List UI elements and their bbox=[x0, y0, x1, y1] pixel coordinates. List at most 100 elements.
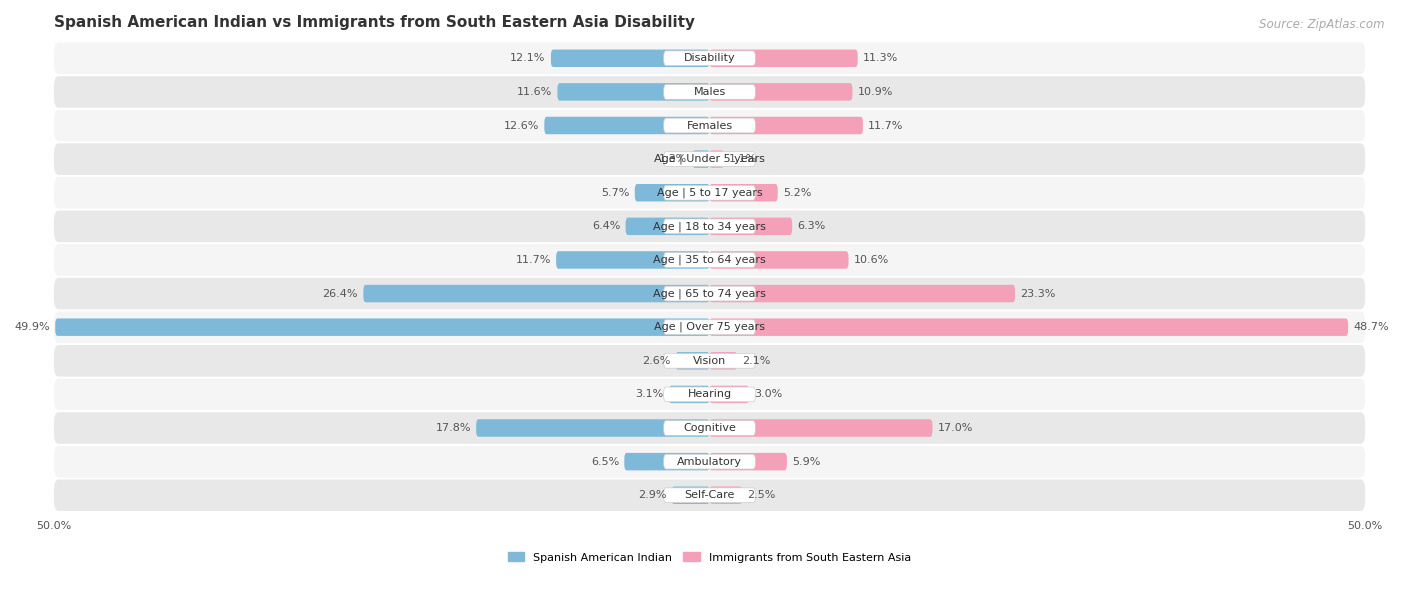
FancyBboxPatch shape bbox=[664, 286, 755, 301]
FancyBboxPatch shape bbox=[710, 151, 724, 168]
Text: 2.1%: 2.1% bbox=[742, 356, 770, 366]
Text: Males: Males bbox=[693, 87, 725, 97]
Text: Vision: Vision bbox=[693, 356, 725, 366]
Text: 2.5%: 2.5% bbox=[748, 490, 776, 500]
FancyBboxPatch shape bbox=[710, 218, 792, 235]
Text: Source: ZipAtlas.com: Source: ZipAtlas.com bbox=[1260, 18, 1385, 31]
Text: 26.4%: 26.4% bbox=[322, 289, 359, 299]
FancyBboxPatch shape bbox=[664, 84, 755, 99]
Text: Age | Over 75 years: Age | Over 75 years bbox=[654, 322, 765, 332]
FancyBboxPatch shape bbox=[53, 278, 1365, 309]
Text: 48.7%: 48.7% bbox=[1354, 322, 1389, 332]
FancyBboxPatch shape bbox=[55, 318, 710, 336]
FancyBboxPatch shape bbox=[664, 488, 755, 502]
Text: 5.9%: 5.9% bbox=[792, 457, 821, 466]
FancyBboxPatch shape bbox=[672, 487, 710, 504]
FancyBboxPatch shape bbox=[693, 151, 710, 168]
FancyBboxPatch shape bbox=[53, 110, 1365, 141]
FancyBboxPatch shape bbox=[664, 320, 755, 335]
Text: 12.1%: 12.1% bbox=[510, 53, 546, 63]
Text: Age | Under 5 years: Age | Under 5 years bbox=[654, 154, 765, 165]
Text: Females: Females bbox=[686, 121, 733, 130]
FancyBboxPatch shape bbox=[710, 453, 787, 471]
Text: 2.6%: 2.6% bbox=[641, 356, 671, 366]
FancyBboxPatch shape bbox=[710, 117, 863, 134]
Text: Hearing: Hearing bbox=[688, 389, 731, 400]
FancyBboxPatch shape bbox=[53, 177, 1365, 209]
FancyBboxPatch shape bbox=[53, 244, 1365, 276]
FancyBboxPatch shape bbox=[53, 345, 1365, 376]
FancyBboxPatch shape bbox=[626, 218, 710, 235]
FancyBboxPatch shape bbox=[624, 453, 710, 471]
FancyBboxPatch shape bbox=[675, 352, 710, 370]
FancyBboxPatch shape bbox=[710, 251, 849, 269]
Text: Age | 18 to 34 years: Age | 18 to 34 years bbox=[654, 221, 766, 231]
Text: 6.4%: 6.4% bbox=[592, 222, 620, 231]
FancyBboxPatch shape bbox=[664, 454, 755, 469]
Text: Cognitive: Cognitive bbox=[683, 423, 735, 433]
Text: Age | 5 to 17 years: Age | 5 to 17 years bbox=[657, 187, 762, 198]
Text: 49.9%: 49.9% bbox=[14, 322, 51, 332]
Text: 5.2%: 5.2% bbox=[783, 188, 811, 198]
FancyBboxPatch shape bbox=[710, 386, 749, 403]
FancyBboxPatch shape bbox=[710, 487, 742, 504]
Text: Age | 35 to 64 years: Age | 35 to 64 years bbox=[654, 255, 766, 265]
Legend: Spanish American Indian, Immigrants from South Eastern Asia: Spanish American Indian, Immigrants from… bbox=[503, 548, 915, 567]
Text: Self-Care: Self-Care bbox=[685, 490, 735, 500]
FancyBboxPatch shape bbox=[669, 386, 710, 403]
FancyBboxPatch shape bbox=[664, 219, 755, 234]
FancyBboxPatch shape bbox=[53, 76, 1365, 108]
Text: 2.9%: 2.9% bbox=[638, 490, 666, 500]
FancyBboxPatch shape bbox=[53, 446, 1365, 477]
FancyBboxPatch shape bbox=[664, 118, 755, 133]
FancyBboxPatch shape bbox=[664, 420, 755, 435]
FancyBboxPatch shape bbox=[477, 419, 710, 437]
FancyBboxPatch shape bbox=[664, 152, 755, 166]
Text: 17.0%: 17.0% bbox=[938, 423, 973, 433]
FancyBboxPatch shape bbox=[557, 251, 710, 269]
FancyBboxPatch shape bbox=[664, 253, 755, 267]
FancyBboxPatch shape bbox=[53, 412, 1365, 444]
Text: 6.5%: 6.5% bbox=[591, 457, 619, 466]
Text: 11.6%: 11.6% bbox=[517, 87, 553, 97]
Text: 5.7%: 5.7% bbox=[602, 188, 630, 198]
FancyBboxPatch shape bbox=[664, 353, 755, 368]
Text: 12.6%: 12.6% bbox=[503, 121, 538, 130]
Text: 10.9%: 10.9% bbox=[858, 87, 893, 97]
Text: 1.1%: 1.1% bbox=[730, 154, 758, 164]
FancyBboxPatch shape bbox=[710, 318, 1348, 336]
FancyBboxPatch shape bbox=[53, 211, 1365, 242]
FancyBboxPatch shape bbox=[634, 184, 710, 201]
Text: 3.0%: 3.0% bbox=[754, 389, 782, 400]
FancyBboxPatch shape bbox=[53, 479, 1365, 511]
Text: Ambulatory: Ambulatory bbox=[678, 457, 742, 466]
FancyBboxPatch shape bbox=[363, 285, 710, 302]
Text: Disability: Disability bbox=[683, 53, 735, 63]
FancyBboxPatch shape bbox=[710, 352, 737, 370]
Text: 23.3%: 23.3% bbox=[1021, 289, 1056, 299]
Text: 1.3%: 1.3% bbox=[659, 154, 688, 164]
Text: 3.1%: 3.1% bbox=[636, 389, 664, 400]
Text: 17.8%: 17.8% bbox=[436, 423, 471, 433]
FancyBboxPatch shape bbox=[664, 387, 755, 402]
Text: Age | 65 to 74 years: Age | 65 to 74 years bbox=[654, 288, 766, 299]
FancyBboxPatch shape bbox=[710, 285, 1015, 302]
FancyBboxPatch shape bbox=[710, 184, 778, 201]
Text: Spanish American Indian vs Immigrants from South Eastern Asia Disability: Spanish American Indian vs Immigrants fr… bbox=[53, 15, 695, 30]
Text: 11.3%: 11.3% bbox=[863, 53, 898, 63]
FancyBboxPatch shape bbox=[710, 419, 932, 437]
FancyBboxPatch shape bbox=[557, 83, 710, 100]
FancyBboxPatch shape bbox=[710, 83, 852, 100]
FancyBboxPatch shape bbox=[551, 50, 710, 67]
FancyBboxPatch shape bbox=[710, 50, 858, 67]
Text: 6.3%: 6.3% bbox=[797, 222, 825, 231]
FancyBboxPatch shape bbox=[53, 143, 1365, 175]
FancyBboxPatch shape bbox=[664, 185, 755, 200]
Text: 11.7%: 11.7% bbox=[516, 255, 551, 265]
Text: 10.6%: 10.6% bbox=[853, 255, 889, 265]
FancyBboxPatch shape bbox=[544, 117, 710, 134]
Text: 11.7%: 11.7% bbox=[868, 121, 904, 130]
FancyBboxPatch shape bbox=[53, 312, 1365, 343]
FancyBboxPatch shape bbox=[53, 42, 1365, 74]
FancyBboxPatch shape bbox=[664, 51, 755, 65]
